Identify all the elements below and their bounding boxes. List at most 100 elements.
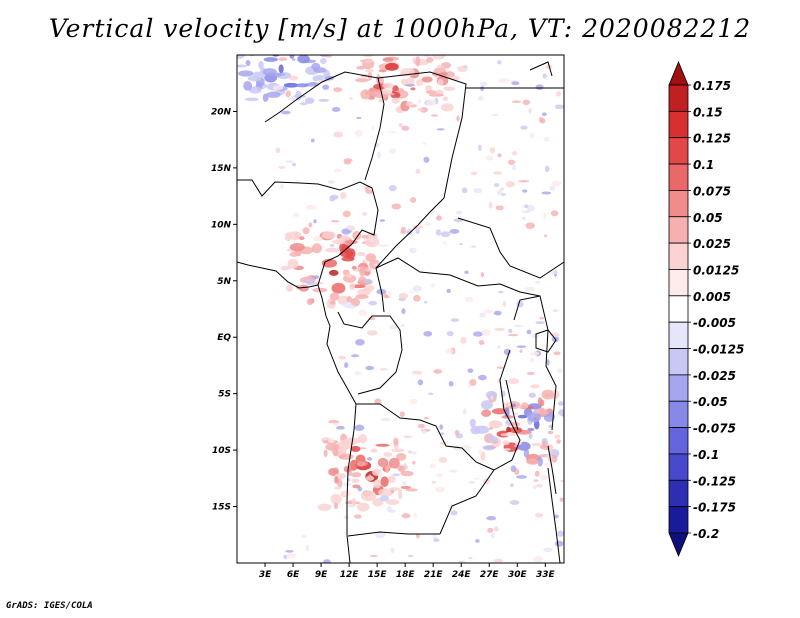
field-cell <box>388 509 397 514</box>
field-cell <box>354 514 362 519</box>
field-cell <box>317 503 332 511</box>
colorbar-cell <box>668 427 689 455</box>
field-cell <box>555 91 561 97</box>
field-cell <box>394 44 405 52</box>
field-cell <box>477 96 484 101</box>
colorbar-label: 0.1 <box>693 158 714 172</box>
field-cell <box>423 330 433 337</box>
field-cell <box>277 73 286 76</box>
colorbar-bottom-arrow <box>668 532 689 558</box>
field-cell <box>406 229 413 235</box>
field-cell <box>526 458 539 465</box>
field-cell <box>410 87 416 91</box>
field-cell <box>496 189 503 196</box>
field-cell <box>417 108 425 112</box>
field-cell <box>375 443 390 447</box>
field-cell <box>554 434 561 439</box>
field-cell <box>423 300 428 304</box>
plot-frame <box>236 54 565 564</box>
y-tick-label: 5N <box>217 277 231 287</box>
field-cell <box>460 336 467 344</box>
field-cell <box>514 412 519 415</box>
border-zambia <box>439 349 521 535</box>
field-cell <box>445 348 454 354</box>
field-cell <box>502 440 510 446</box>
field-cell <box>407 450 413 454</box>
colorbar-label: -0.0125 <box>693 343 744 357</box>
colorbar-cell <box>668 163 689 191</box>
field-cell <box>458 243 463 246</box>
field-cell <box>295 29 301 34</box>
field-cell <box>360 266 368 271</box>
field-cell <box>449 229 460 234</box>
field-cell <box>539 474 548 481</box>
field-cell <box>372 468 382 476</box>
field-cell <box>415 78 424 86</box>
field-cell <box>528 392 536 398</box>
field-cell <box>297 55 310 64</box>
field-cell <box>537 397 543 406</box>
x-tick-label: 9E <box>315 570 328 580</box>
x-tick-label: 24E <box>452 570 472 580</box>
field-cell <box>305 278 315 286</box>
field-cell <box>405 488 418 492</box>
field-cell <box>278 64 284 74</box>
field-cell <box>321 35 326 39</box>
field-cell <box>487 435 498 443</box>
y-tick-label: EQ <box>217 333 231 343</box>
field-cell <box>350 297 361 307</box>
field-cell <box>328 437 335 443</box>
field-cell <box>379 219 386 222</box>
x-tick-label: 30E <box>508 570 528 580</box>
field-cell <box>442 241 447 245</box>
border-drc-angola <box>356 403 495 471</box>
field-cell <box>535 84 544 91</box>
field-cell <box>543 547 553 552</box>
field-cell <box>541 191 552 195</box>
field-cell <box>433 538 440 543</box>
field-cell <box>399 411 405 417</box>
field-cell <box>343 301 353 308</box>
field-cell <box>323 449 328 458</box>
field-cell <box>480 451 486 462</box>
field-cell <box>406 43 412 50</box>
colorbar-cell <box>668 269 689 297</box>
field-cell <box>324 55 332 58</box>
field-cell <box>456 115 460 122</box>
field-cell <box>258 29 271 35</box>
colorbar: 0.175 0.15 0.125 0.1 0.075 0.05 0.025 0.0125 0.0… <box>668 60 744 558</box>
field-cell <box>415 56 421 67</box>
field-cell <box>300 29 305 35</box>
field-cell <box>530 384 540 389</box>
chart-title: Vertical velocity [m/s] at 1000hPa, VT: … <box>48 14 752 43</box>
y-axis: 20N 15N 10N 5N EQ 5S 10S 15S <box>211 107 237 513</box>
field-cell <box>517 414 528 419</box>
grads-credit: GrADS: IGES/COLA <box>6 601 93 611</box>
field-cell <box>436 473 443 478</box>
field-cell <box>328 467 339 476</box>
field-cell <box>435 229 441 236</box>
field-cell <box>357 502 370 512</box>
colorbar-label: -0.025 <box>693 369 736 383</box>
field-cell <box>378 98 384 103</box>
field-cell <box>480 81 488 87</box>
field-cell <box>401 308 406 315</box>
field-cell <box>356 461 366 467</box>
field-cell <box>411 370 423 375</box>
colorbar-cell <box>668 400 689 428</box>
field-cell <box>535 281 541 284</box>
field-cell <box>535 321 545 325</box>
field-cell <box>277 29 289 38</box>
field-cell <box>377 457 389 468</box>
x-tick-label: 12E <box>340 570 360 580</box>
field-cell <box>347 225 352 231</box>
field-cell <box>556 439 561 444</box>
field-cell <box>371 126 375 130</box>
field-cell <box>351 472 362 478</box>
field-cell <box>406 101 411 104</box>
field-cell <box>506 431 512 437</box>
field-cell <box>559 497 564 502</box>
field-cell <box>365 365 375 371</box>
field-cell <box>343 465 352 473</box>
field-cell <box>261 38 269 46</box>
